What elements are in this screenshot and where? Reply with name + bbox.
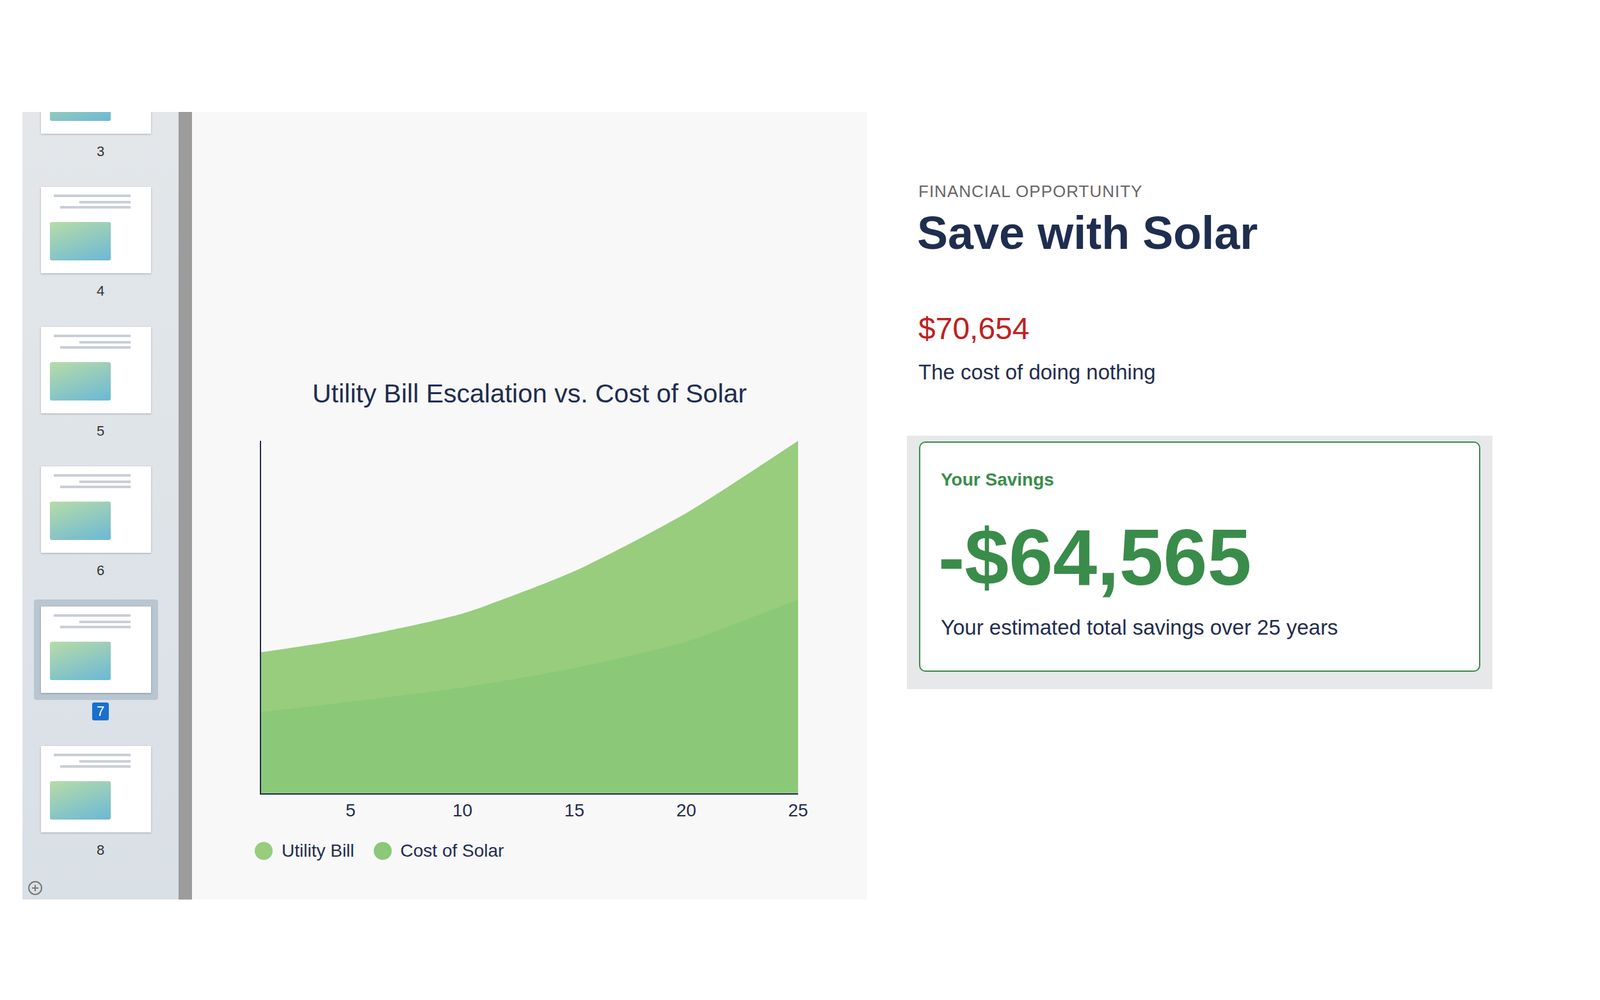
- html-text:5: 5: [96, 422, 105, 439]
- svg-text:15: 15: [564, 800, 585, 821]
- html-text:Cost of Solar: Cost of Solar: [400, 840, 504, 861]
- html-text:FINANCIAL OPPORTUNITY: FINANCIAL OPPORTUNITY: [918, 181, 1143, 201]
- html-text:Utility Bill: Utility Bill: [281, 840, 355, 861]
- html-text:3: 3: [96, 143, 105, 160]
- svg-text:5: 5: [345, 800, 356, 821]
- html-text:Save with Solar: Save with Solar: [917, 207, 1258, 259]
- html-text:6: 6: [96, 562, 105, 579]
- html-text:-$64,565: -$64,565: [938, 513, 1252, 602]
- html-text:Your Savings: Your Savings: [940, 469, 1055, 490]
- html-text:8: 8: [96, 842, 105, 859]
- svg-text:Utility Bill Escalation vs. Co: Utility Bill Escalation vs. Cost of Sola…: [312, 378, 747, 409]
- html-text:The cost of doing nothing: The cost of doing nothing: [918, 360, 1156, 384]
- html-text:7: 7: [96, 703, 105, 720]
- html-text:Your estimated total savings o: Your estimated total savings over 25 yea…: [940, 615, 1338, 640]
- svg-text:10: 10: [452, 800, 473, 821]
- html-text:4: 4: [96, 282, 105, 299]
- svg-text:20: 20: [676, 800, 697, 821]
- html-text:$70,654: $70,654: [918, 311, 1030, 346]
- svg-text:25: 25: [787, 800, 808, 821]
